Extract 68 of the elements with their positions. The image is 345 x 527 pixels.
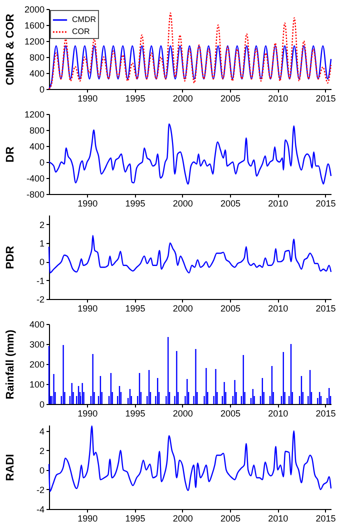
y-tick-label: 0 xyxy=(39,84,44,94)
y-tick-label: -800 xyxy=(26,190,44,200)
y-tick-label: 100 xyxy=(29,380,44,390)
y-tick-label: 0 xyxy=(39,400,44,410)
x-tick-label: 1990 xyxy=(78,408,98,418)
x-tick-label: 2015 xyxy=(316,514,336,524)
x-tick-label: 2015 xyxy=(316,304,336,314)
y-tick-label: -400 xyxy=(26,174,44,184)
y-axis-title: PDR xyxy=(4,246,16,270)
x-tick-label: 2000 xyxy=(172,514,193,524)
line-series xyxy=(48,123,332,185)
y-tick-label: 400 xyxy=(29,320,44,330)
line-series xyxy=(48,234,332,274)
line-series xyxy=(48,12,332,90)
y-axis-title: Rainfall (mm) xyxy=(4,329,16,400)
y-tick-label: -2 xyxy=(36,294,44,304)
y-tick-label: 800 xyxy=(29,52,44,62)
x-tick-label: 2000 xyxy=(172,94,193,104)
y-tick-label: 400 xyxy=(29,142,44,152)
x-tick-label: 1990 xyxy=(78,94,98,104)
x-tick-label: 1995 xyxy=(125,514,146,524)
x-tick-label: 2000 xyxy=(172,198,193,208)
y-axis-title: RADI xyxy=(4,454,16,481)
y-tick-label: 200 xyxy=(29,360,44,370)
x-tick-label: 2010 xyxy=(268,304,288,314)
y-tick-label: 1200 xyxy=(24,110,44,120)
x-tick-label: 1990 xyxy=(78,514,98,524)
x-tick-label: 1990 xyxy=(78,198,98,208)
x-tick-label: 1995 xyxy=(125,198,146,208)
x-tick-label: 2015 xyxy=(316,94,336,104)
y-tick-label: 1200 xyxy=(24,36,44,46)
y-tick-label: 1600 xyxy=(24,20,44,30)
x-tick-label: 2010 xyxy=(268,514,288,524)
x-tick-label: 2015 xyxy=(316,198,336,208)
x-tick-label: 1995 xyxy=(125,408,146,418)
x-tick-label: 1995 xyxy=(125,304,146,314)
x-tick-label: 2005 xyxy=(220,94,241,104)
y-tick-label: 4 xyxy=(39,426,44,436)
y-tick-label: -4 xyxy=(36,504,44,514)
x-tick-label: 2015 xyxy=(316,408,336,418)
x-tick-label: 2010 xyxy=(268,94,288,104)
y-axis-title: CMDR & COR xyxy=(4,14,16,86)
x-tick-label: 2005 xyxy=(220,514,241,524)
y-tick-label: -2 xyxy=(36,484,44,495)
legend-label: CMDR xyxy=(72,15,96,24)
y-tick-label: 0 xyxy=(39,158,44,168)
x-tick-label: 2005 xyxy=(220,198,241,208)
y-tick-label: 800 xyxy=(29,126,44,136)
line-series xyxy=(48,425,332,492)
y-axis-title: DR xyxy=(4,146,16,162)
y-tick-label: 2 xyxy=(39,220,44,230)
x-tick-label: 2000 xyxy=(172,304,193,314)
y-tick-label: -1 xyxy=(36,276,44,286)
x-tick-label: 1995 xyxy=(125,94,146,104)
y-tick-label: 0 xyxy=(39,465,44,476)
x-tick-label: 2000 xyxy=(172,408,193,418)
x-tick-label: 2010 xyxy=(268,198,288,208)
x-tick-label: 2005 xyxy=(220,304,241,314)
legend-label: COR xyxy=(72,27,90,36)
y-tick-label: 2000 xyxy=(24,4,44,14)
x-tick-label: 1990 xyxy=(78,304,98,314)
y-tick-label: 400 xyxy=(29,68,44,78)
y-tick-label: 0 xyxy=(39,257,44,268)
y-tick-label: 1 xyxy=(39,238,44,248)
y-tick-label: 300 xyxy=(29,340,44,350)
y-tick-label: 2 xyxy=(39,446,44,456)
x-tick-label: 2005 xyxy=(220,408,241,418)
x-tick-label: 2010 xyxy=(268,408,288,418)
